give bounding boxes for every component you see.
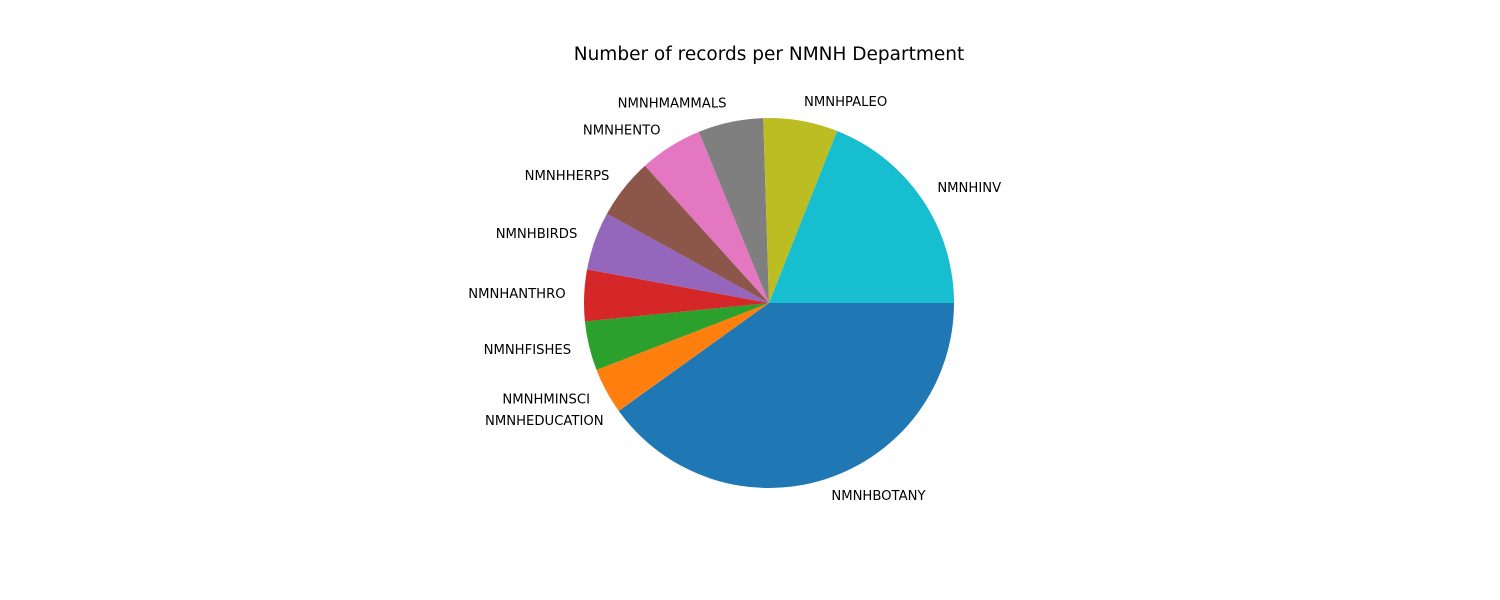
- pie-label-nmnhbirds: NMNHBIRDS: [496, 227, 578, 242]
- pie-label-nmnhanthro: NMNHANTHRO: [468, 287, 565, 302]
- pie-slice-nmnhbotany: [618, 303, 954, 488]
- pie-label-nmnhento: NMNHENTO: [583, 123, 661, 138]
- pie-slice-nmnhanthro: [583, 269, 769, 322]
- pie-slice-nmnhpaleo: [763, 118, 838, 303]
- pie-slice-nmnhherps: [606, 165, 769, 303]
- pie-label-nmnhherps: NMNHHERPS: [525, 169, 610, 184]
- pie-label-nmnhmammals: NMNHMAMMALS: [618, 96, 727, 111]
- chart-title: Number of records per NMNH Department: [573, 44, 965, 65]
- pie-slice-nmnhbirds: [587, 213, 769, 303]
- pie-slice-nmnhinv: [769, 131, 954, 303]
- pie-label-nmnheducation: NMNHEDUCATION: [485, 414, 604, 429]
- pie-label-nmnhpaleo: NMNHPALEO: [804, 95, 887, 110]
- pie-slice-nmnhfishes: [584, 303, 769, 370]
- pie-slices: [583, 118, 954, 488]
- pie-slice-nmnheducation: [618, 303, 769, 411]
- pie-label-nmnhfishes: NMNHFISHES: [484, 343, 572, 358]
- pie-labels: NMNHBOTANY NMNHEDUCATION NMNHMINSCI NMNHFIS…: [468, 95, 1001, 504]
- pie-slice-nmnhmammals: [698, 118, 769, 303]
- pie-label-nmnhinv: NMNHINV: [937, 181, 1001, 196]
- pie-label-nmnhbotany: NMNHBOTANY: [831, 489, 926, 504]
- pie-slice-nmnhento: [644, 131, 769, 303]
- pie-label-nmnhminsci: NMNHMINSCI: [502, 392, 590, 407]
- pie-slice-nmnhminsci: [596, 303, 769, 411]
